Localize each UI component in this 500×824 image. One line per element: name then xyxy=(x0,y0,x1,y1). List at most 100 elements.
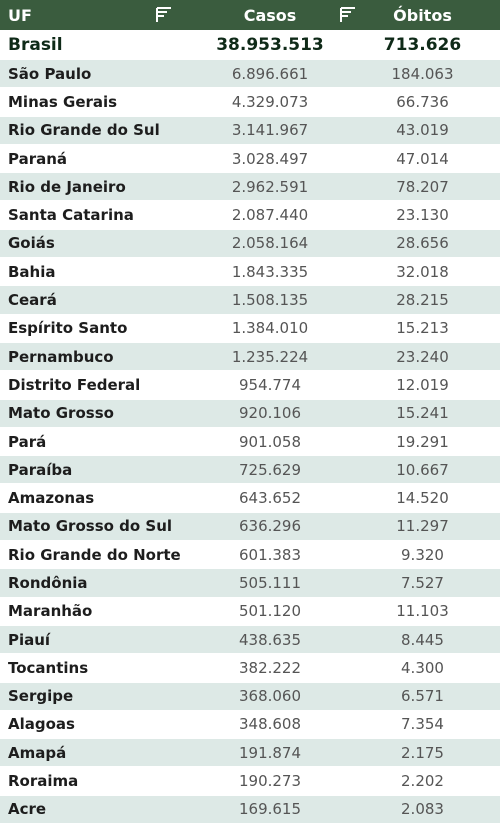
deaths-value: 28.215 xyxy=(396,291,449,310)
deaths-value: 15.241 xyxy=(396,404,449,423)
deaths-value: 47.014 xyxy=(396,149,449,168)
table-row: Mato Grosso do Sul 636.296 11.297 xyxy=(0,512,500,542)
deaths-value: 7.527 xyxy=(401,573,444,592)
cases-value: 1.384.010 xyxy=(231,319,309,338)
cases-value: 901.058 xyxy=(238,432,302,451)
table-row: Paraíba 725.629 10.667 xyxy=(0,456,500,485)
state-name: Paraná xyxy=(8,149,68,168)
deaths-value: 66.736 xyxy=(396,92,449,111)
state-name: Goiás xyxy=(8,234,55,253)
state-name: Rio de Janeiro xyxy=(8,177,126,196)
deaths-value: 23.130 xyxy=(396,206,449,225)
deaths-value: 12.019 xyxy=(396,375,449,394)
cases-value: 601.383 xyxy=(238,545,302,564)
column-header-obitos[interactable]: Óbitos xyxy=(345,0,500,30)
sort-icon[interactable] xyxy=(339,6,357,24)
deaths-value: 184.063 xyxy=(391,64,454,83)
cases-value: 505.111 xyxy=(238,573,302,592)
cases-value: 2.058.164 xyxy=(231,234,309,253)
column-header-uf-label: UF xyxy=(8,5,32,25)
table-row: Sergipe 368.060 6.571 xyxy=(0,682,500,711)
cases-value: 643.652 xyxy=(238,489,302,508)
column-header-casos-label: Casos xyxy=(243,5,297,25)
table-row: Amazonas 643.652 14.520 xyxy=(0,484,500,513)
deaths-value: 9.320 xyxy=(401,545,444,564)
state-name: Espírito Santo xyxy=(8,319,128,338)
table-row: Rondônia 505.111 7.527 xyxy=(0,569,500,598)
deaths-value: 10.667 xyxy=(396,460,449,479)
state-name: Roraima xyxy=(8,772,79,791)
state-name: Distrito Federal xyxy=(8,375,141,394)
cases-value: 4.329.073 xyxy=(231,92,309,111)
total-row: Brasil 38.953.513 713.626 xyxy=(0,30,500,60)
deaths-value: 23.240 xyxy=(396,347,449,366)
table-row: Distrito Federal 954.774 12.019 xyxy=(0,371,500,400)
table-row: Rio Grande do Norte 601.383 9.320 xyxy=(0,541,500,570)
cases-value: 3.141.967 xyxy=(231,121,309,140)
deaths-value: 6.571 xyxy=(401,687,444,706)
state-name: Rio Grande do Norte xyxy=(8,545,181,564)
table-row: Roraima 190.273 2.202 xyxy=(0,767,500,796)
cases-value: 191.874 xyxy=(238,743,302,762)
cases-value: 6.896.661 xyxy=(231,64,309,83)
cases-value: 348.608 xyxy=(238,715,302,734)
cases-value: 1.508.135 xyxy=(231,291,309,310)
table-row: Piauí 438.635 8.445 xyxy=(0,625,500,655)
state-name: Bahia xyxy=(8,262,56,281)
deaths-value: 11.297 xyxy=(396,517,449,536)
cases-value: 954.774 xyxy=(238,375,302,394)
table-row: Bahia 1.843.335 32.018 xyxy=(0,258,500,287)
cases-value: 636.296 xyxy=(238,517,302,536)
table-row: Alagoas 348.608 7.354 xyxy=(0,711,500,740)
state-name: Acre xyxy=(8,800,47,819)
cases-value: 2.962.591 xyxy=(231,177,309,196)
cases-value: 368.060 xyxy=(238,687,302,706)
cases-value: 190.273 xyxy=(238,772,302,791)
table-row: Acre 169.615 2.083 xyxy=(0,795,500,824)
table-row: Pernambuco 1.235.224 23.240 xyxy=(0,342,500,372)
table-row: São Paulo 6.896.661 184.063 xyxy=(0,60,500,89)
deaths-value: 2.202 xyxy=(401,772,444,791)
cases-value: 3.028.497 xyxy=(231,149,309,168)
cases-value: 169.615 xyxy=(238,800,302,819)
total-casos: 38.953.513 xyxy=(216,35,324,55)
state-name: Pernambuco xyxy=(8,347,114,366)
cases-value: 725.629 xyxy=(238,460,302,479)
deaths-value: 14.520 xyxy=(396,489,449,508)
column-header-uf[interactable]: UF xyxy=(0,0,195,30)
total-label: Brasil xyxy=(8,35,63,55)
deaths-value: 15.213 xyxy=(396,319,449,338)
table-row: Amapá 191.874 2.175 xyxy=(0,739,500,768)
state-name: Rondônia xyxy=(8,573,88,592)
state-name: Maranhão xyxy=(8,602,93,621)
table-row: Maranhão 501.120 11.103 xyxy=(0,598,500,626)
deaths-value: 8.445 xyxy=(401,630,444,649)
cases-value: 438.635 xyxy=(238,630,302,649)
cases-value: 2.087.440 xyxy=(231,206,309,225)
column-header-casos[interactable]: Casos xyxy=(195,0,355,30)
table-row: Rio de Janeiro 2.962.591 78.207 xyxy=(0,173,500,202)
table-row: Minas Gerais 4.329.073 66.736 xyxy=(0,88,500,117)
table-row: Santa Catarina 2.087.440 23.130 xyxy=(0,201,500,230)
state-name: Pará xyxy=(8,432,47,451)
table-row: Pará 901.058 19.291 xyxy=(0,428,500,457)
state-name: Rio Grande do Sul xyxy=(8,121,160,140)
table-row: Ceará 1.508.135 28.215 xyxy=(0,286,500,315)
deaths-value: 19.291 xyxy=(396,432,449,451)
sort-icon[interactable] xyxy=(155,6,173,24)
state-name: Minas Gerais xyxy=(8,92,118,111)
deaths-value: 7.354 xyxy=(401,715,444,734)
deaths-value: 43.019 xyxy=(396,121,449,140)
deaths-value: 4.300 xyxy=(401,658,444,677)
state-name: Piauí xyxy=(8,630,51,649)
table-row: Mato Grosso 920.106 15.241 xyxy=(0,399,500,428)
column-header-obitos-label: Óbitos xyxy=(393,5,452,25)
cases-value: 501.120 xyxy=(238,602,302,621)
cases-value: 1.843.335 xyxy=(231,262,309,281)
table-header: UF Casos Óbitos xyxy=(0,0,500,30)
state-name: Amazonas xyxy=(8,489,95,508)
deaths-value: 78.207 xyxy=(396,177,449,196)
deaths-value: 2.175 xyxy=(401,743,444,762)
table-row: Espírito Santo 1.384.010 15.213 xyxy=(0,315,500,343)
